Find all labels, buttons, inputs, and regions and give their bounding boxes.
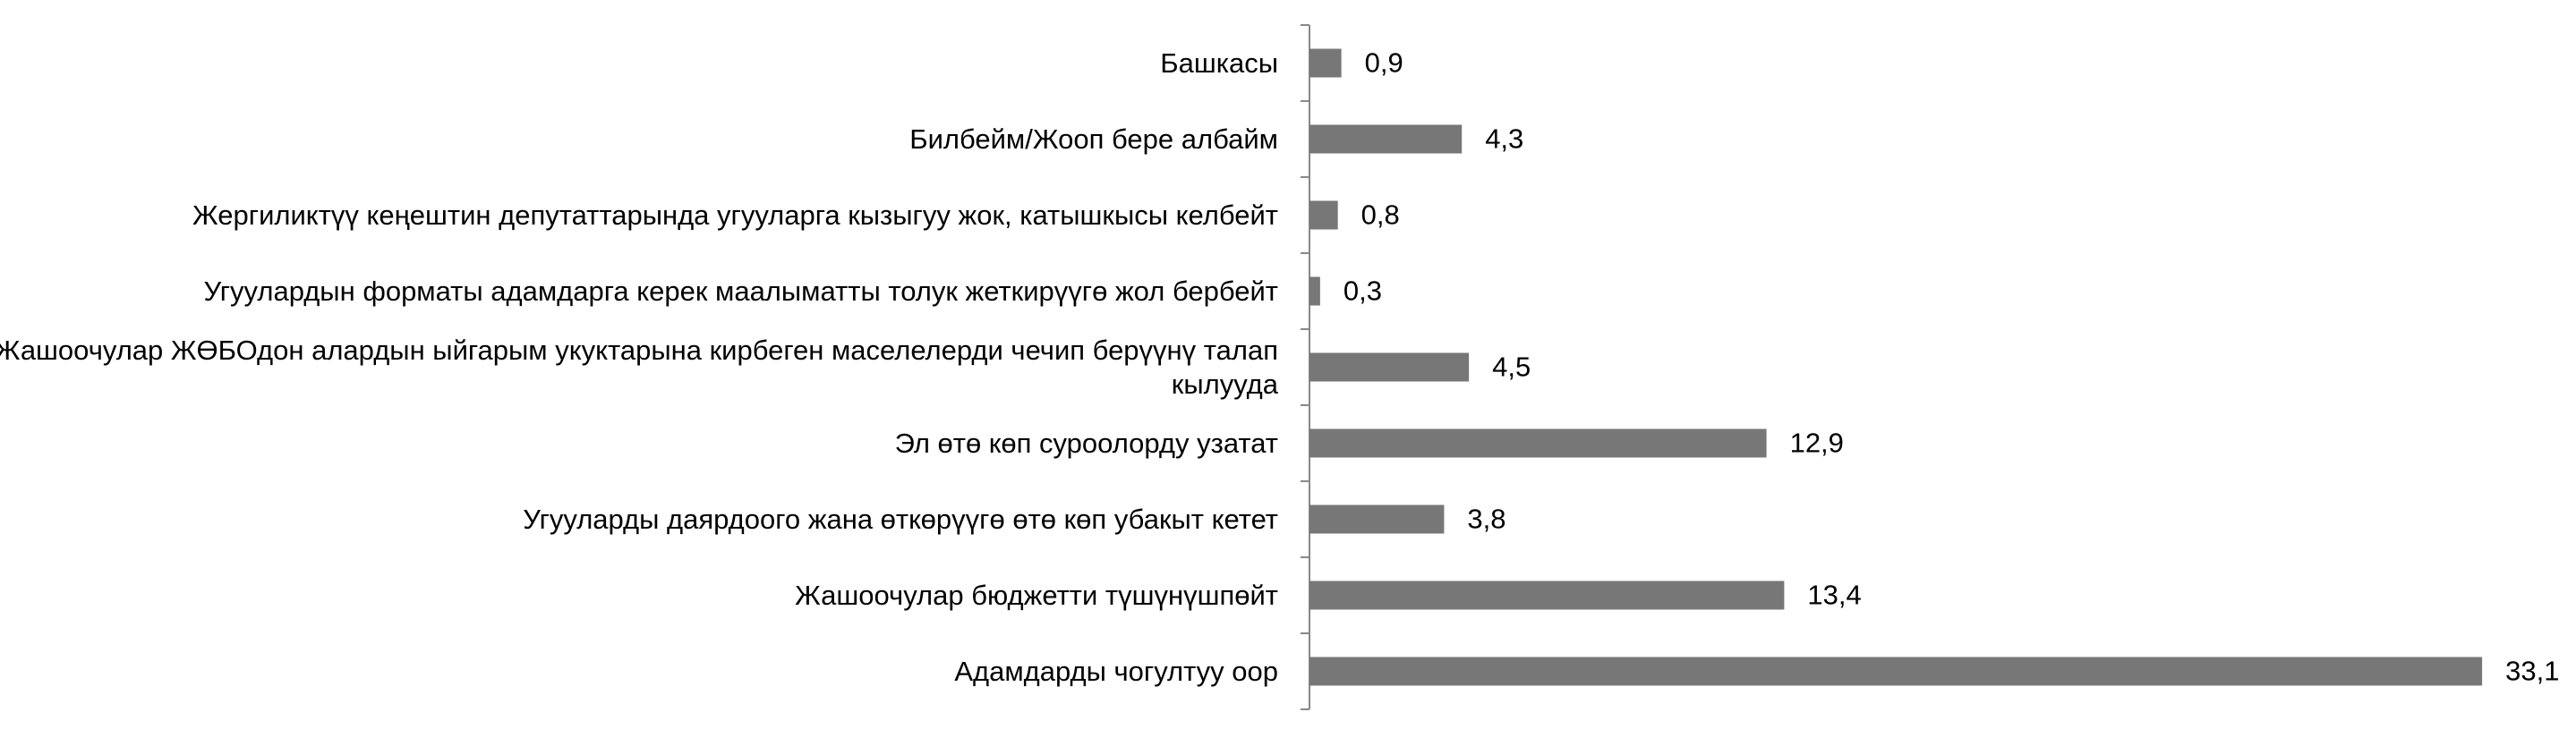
value-label: 0,3 (1343, 275, 1382, 307)
bar (1309, 504, 1445, 534)
category-label: Жергиликтүү кеңештин депутаттарында угуу… (192, 199, 1278, 231)
bar (1309, 657, 2483, 686)
value-label: 4,5 (1492, 352, 1531, 383)
bar (1309, 48, 1342, 78)
value-label: 33,1 (2505, 656, 2559, 687)
category-label: Башкасы (1160, 47, 1278, 79)
category-label: Угууларды даярдоого жана өткөрүүгө өтө к… (523, 503, 1278, 535)
value-label: 4,3 (1485, 123, 1523, 155)
category-label: Жашоочулар бюджетти түшүнүшпөйт (795, 579, 1278, 611)
bar (1309, 428, 1767, 458)
value-label: 3,8 (1467, 504, 1506, 535)
bar (1309, 276, 1320, 306)
category-label: Адамдарды чогултуу оор (954, 655, 1278, 687)
value-label: 12,9 (1790, 428, 1844, 459)
bar (1309, 124, 1463, 154)
bar (1309, 581, 1785, 610)
bar (1309, 352, 1470, 382)
category-label: Эл өтө көп суроолорду узатат (894, 427, 1278, 459)
bar (1309, 200, 1338, 230)
category-label: Жашоочулар ЖӨБОдон алардын ыйгарым укукт… (0, 334, 1278, 400)
value-label: 13,4 (1807, 580, 1861, 611)
category-label: Угуулардын форматы адамдарга керек маалы… (203, 275, 1278, 307)
value-label: 0,9 (1365, 47, 1403, 79)
value-label: 0,8 (1361, 199, 1400, 231)
category-label: Билбейм/Жооп бере албайм (909, 123, 1278, 155)
